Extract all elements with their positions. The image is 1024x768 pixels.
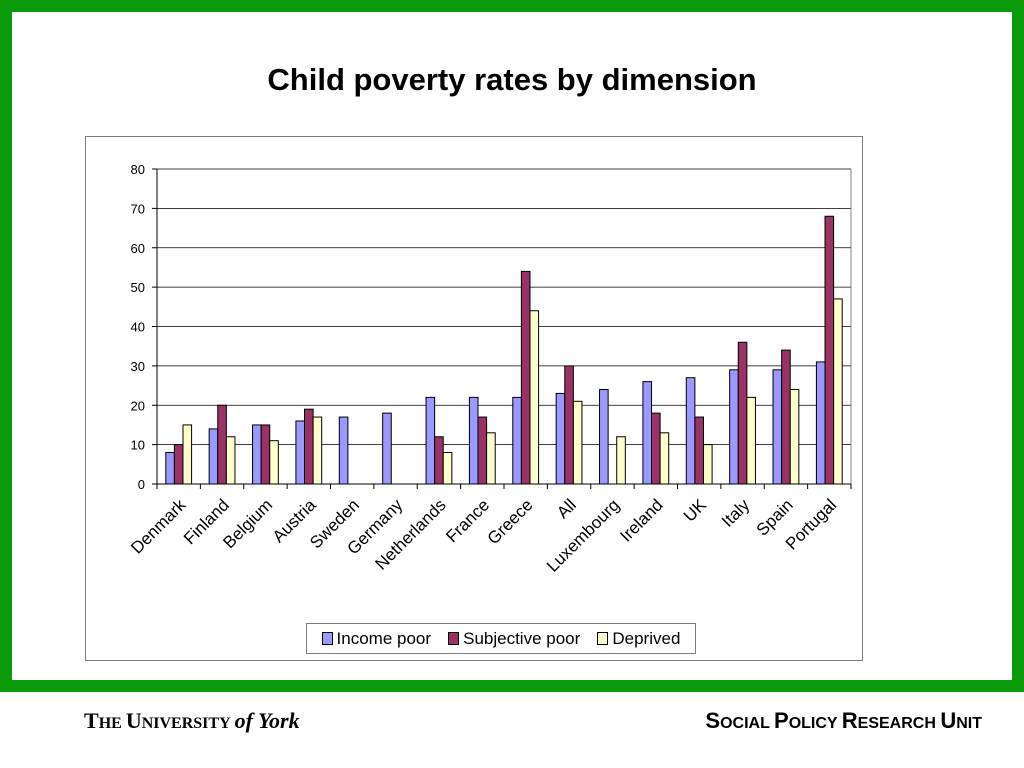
y-tick-label: 50: [131, 280, 145, 295]
bar-income-poor: [685, 377, 696, 485]
footer-left-of-york: of York: [234, 708, 300, 733]
x-tick-label: UK: [680, 495, 711, 526]
x-tick-label: Greece: [484, 495, 537, 548]
bar-income-poor: [382, 412, 392, 485]
bar-deprived: [572, 400, 583, 485]
bar-income-poor: [729, 369, 739, 485]
bar-subjective-poor: [824, 215, 835, 485]
legend-item-subjective-poor: Subjective poor: [448, 629, 580, 649]
bar-subjective-poor: [173, 444, 184, 485]
y-tick-label: 70: [131, 201, 145, 216]
bar-deprived: [486, 432, 496, 485]
bar-subjective-poor: [217, 404, 227, 485]
footer-right-cap-s: S: [705, 708, 721, 733]
chart-area: 0 10 20 30 40 50 60 70 80 Denmark Finland Belgium Au…: [85, 136, 863, 661]
bar-subjective-poor: [737, 341, 748, 485]
footer-right-ocial: OCIAL: [720, 715, 775, 732]
slide-title: Child poverty rates by dimension: [267, 62, 757, 97]
x-tick-label: Ireland: [616, 495, 666, 545]
footer-left-cap-t: T: [84, 708, 99, 733]
footer-right-cap-u: U: [940, 708, 957, 733]
bar-income-poor: [425, 396, 436, 485]
bar-deprived: [225, 436, 236, 485]
y-tick-label: 20: [131, 398, 145, 413]
bar-deprived: [659, 432, 670, 485]
bar-deprived: [269, 440, 279, 485]
legend-label-subjective-poor: Subjective poor: [463, 628, 581, 648]
y-tick-label: 10: [131, 438, 145, 453]
bar-subjective-poor: [520, 270, 531, 485]
bar-deprived: [833, 298, 843, 485]
bar-subjective-poor: [260, 424, 271, 485]
x-tick-label: Italy: [718, 495, 754, 531]
bar-income-poor: [815, 361, 826, 485]
bar-subjective-poor: [477, 416, 488, 485]
footer-right-olicy: OLICY: [788, 715, 842, 732]
bar-subjective-poor: [564, 365, 574, 485]
bar-subjective-poor: [781, 349, 791, 485]
bar-income-poor: [599, 389, 609, 485]
bar-subjective-poor: [434, 436, 444, 485]
legend-item-deprived: Deprived: [597, 629, 680, 649]
footer-unit-name: SOCIAL POLICY RESEARCH UNIT: [705, 708, 982, 734]
bar-income-poor: [555, 392, 566, 485]
legend-swatch-income-poor: [321, 632, 333, 645]
y-tick-label: 80: [131, 162, 145, 177]
footer-right-cap-p: P: [774, 708, 789, 733]
chart-legend: Income poor Subjective poor Deprived: [306, 623, 696, 654]
x-tick-label: France: [442, 495, 493, 546]
bar-income-poor: [208, 428, 219, 485]
y-tick-label: 0: [138, 477, 145, 492]
bar-deprived: [442, 452, 453, 485]
bar-income-poor: [468, 396, 479, 485]
bar-deprived: [789, 389, 800, 485]
bar-deprived: [182, 424, 193, 485]
bar-subjective-poor: [304, 408, 314, 485]
footer-right-nit: NIT: [956, 715, 982, 732]
x-tick-label: Denmark: [127, 495, 190, 558]
legend-item-income-poor: Income poor: [321, 628, 432, 649]
y-tick-label: 40: [131, 320, 145, 335]
footer-left-he: HE: [98, 715, 126, 732]
bar-income-poor: [772, 369, 783, 485]
y-tick-label: 60: [131, 241, 145, 256]
footer-left-niversity: NIVERSITY: [141, 715, 231, 732]
legend-label-deprived: Deprived: [612, 628, 681, 648]
bar-income-poor: [642, 381, 653, 485]
bar-deprived: [529, 310, 540, 485]
bar-deprived: [746, 396, 756, 485]
footer-right-esearch: ESEARCH: [857, 715, 941, 732]
bar-income-poor: [295, 420, 306, 485]
bar-deprived: [702, 444, 713, 485]
legend-swatch-deprived: [597, 632, 609, 645]
footer-right-cap-r: R: [841, 708, 858, 733]
legend-swatch-subjective-poor: [448, 632, 460, 645]
bar-subjective-poor: [651, 412, 661, 485]
y-tick-label: 30: [131, 359, 145, 374]
bar-deprived: [312, 416, 323, 485]
bar-income-poor: [252, 424, 262, 485]
bar-income-poor: [512, 396, 522, 485]
x-tick-label: All: [553, 495, 580, 522]
legend-label-income-poor: Income poor: [336, 628, 432, 648]
footer-left-cap-u: U: [125, 708, 142, 733]
bar-income-poor: [165, 452, 175, 485]
bar-subjective-poor: [694, 416, 704, 485]
bar-income-poor: [338, 416, 349, 485]
bar-chart: 01020304050607080DenmarkFinlandBelgiumAu…: [127, 162, 852, 576]
bar-deprived: [616, 436, 626, 485]
footer-university-name: THE UNIVERSITY of York: [84, 708, 300, 734]
